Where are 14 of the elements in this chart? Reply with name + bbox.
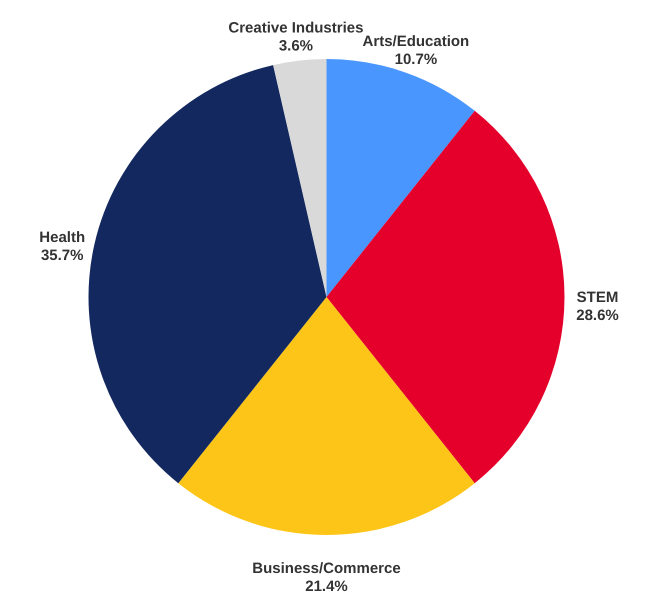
data-label: 28.6%: [576, 307, 619, 324]
data-label: 3.6%: [278, 38, 314, 55]
slice-label: Creative Industries: [228, 20, 364, 37]
pie-slice: [273, 59, 326, 297]
data-label: 10.7%: [394, 51, 438, 68]
slice-label: Business/Commerce: [252, 560, 401, 577]
data-label: 21.4%: [305, 578, 348, 594]
pie-slice: [178, 297, 475, 535]
data-label: 35.7%: [40, 247, 84, 264]
pie-slice: [326, 110, 564, 484]
slice-label: Health: [39, 229, 86, 246]
slice-label: Arts/Education: [362, 33, 470, 50]
pie-slice: [88, 65, 326, 484]
slice-label: STEM: [576, 289, 618, 306]
